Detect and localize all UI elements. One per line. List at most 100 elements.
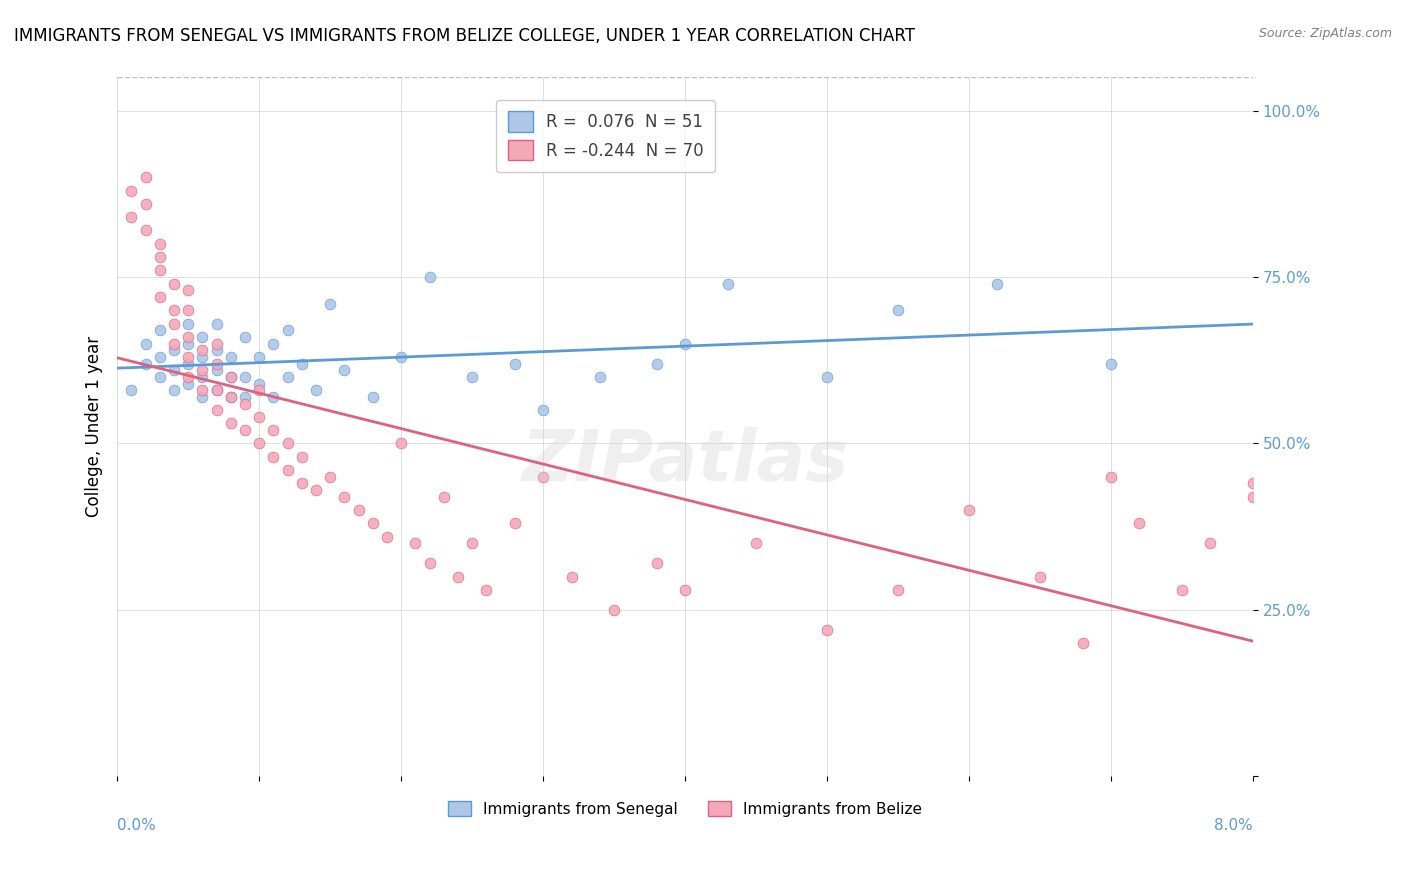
Point [219,390,242,404]
Point [1241,490,1264,504]
Point [135,357,157,371]
Point [277,436,299,450]
Point [815,623,838,637]
Point [177,317,200,331]
Point [233,370,256,384]
Point [177,330,200,344]
Point [1241,476,1264,491]
Point [163,317,186,331]
Point [205,357,228,371]
Point [120,383,142,397]
Point [247,350,270,364]
Point [957,503,980,517]
Point [375,530,398,544]
Point [233,396,256,410]
Point [404,536,426,550]
Point [1171,582,1194,597]
Point [163,277,186,291]
Point [191,370,214,384]
Point [531,469,554,483]
Point [389,436,412,450]
Point [745,536,768,550]
Point [149,370,172,384]
Point [191,363,214,377]
Legend: Immigrants from Senegal, Immigrants from Belize: Immigrants from Senegal, Immigrants from… [440,793,929,824]
Point [120,210,142,224]
Point [233,330,256,344]
Point [177,376,200,391]
Point [262,423,284,437]
Point [887,582,910,597]
Point [149,263,172,277]
Point [163,303,186,318]
Point [305,483,328,497]
Point [149,290,172,304]
Point [389,350,412,364]
Point [603,603,626,617]
Point [277,370,299,384]
Point [205,336,228,351]
Text: 8.0%: 8.0% [1215,818,1253,833]
Point [305,383,328,397]
Point [291,450,314,464]
Point [319,296,342,310]
Point [120,184,142,198]
Point [149,236,172,251]
Point [219,350,242,364]
Point [589,370,612,384]
Point [717,277,740,291]
Point [149,250,172,264]
Text: Source: ZipAtlas.com: Source: ZipAtlas.com [1258,27,1392,40]
Point [291,476,314,491]
Point [177,350,200,364]
Point [673,582,696,597]
Point [418,556,440,570]
Point [262,450,284,464]
Point [645,357,668,371]
Point [277,323,299,337]
Point [205,383,228,397]
Point [177,284,200,298]
Point [673,336,696,351]
Text: IMMIGRANTS FROM SENEGAL VS IMMIGRANTS FROM BELIZE COLLEGE, UNDER 1 YEAR CORRELAT: IMMIGRANTS FROM SENEGAL VS IMMIGRANTS FR… [14,27,915,45]
Point [219,417,242,431]
Point [475,582,498,597]
Text: 0.0%: 0.0% [117,818,156,833]
Point [191,383,214,397]
Point [361,390,384,404]
Point [233,423,256,437]
Point [291,357,314,371]
Text: ZIPatlas: ZIPatlas [522,427,849,496]
Point [461,536,484,550]
Point [333,363,356,377]
Point [205,343,228,358]
Point [815,370,838,384]
Point [205,383,228,397]
Point [418,270,440,285]
Point [191,350,214,364]
Point [135,223,157,237]
Point [177,370,200,384]
Point [163,343,186,358]
Point [205,363,228,377]
Point [277,463,299,477]
Point [433,490,456,504]
Point [219,370,242,384]
Point [887,303,910,318]
Point [503,516,526,531]
Point [205,403,228,417]
Point [205,317,228,331]
Point [233,390,256,404]
Point [447,569,470,583]
Point [177,336,200,351]
Point [1071,636,1094,650]
Point [1199,536,1222,550]
Point [163,363,186,377]
Point [135,336,157,351]
Point [149,323,172,337]
Point [247,383,270,397]
Point [191,343,214,358]
Point [986,277,1008,291]
Y-axis label: College, Under 1 year: College, Under 1 year [86,336,103,517]
Point [177,357,200,371]
